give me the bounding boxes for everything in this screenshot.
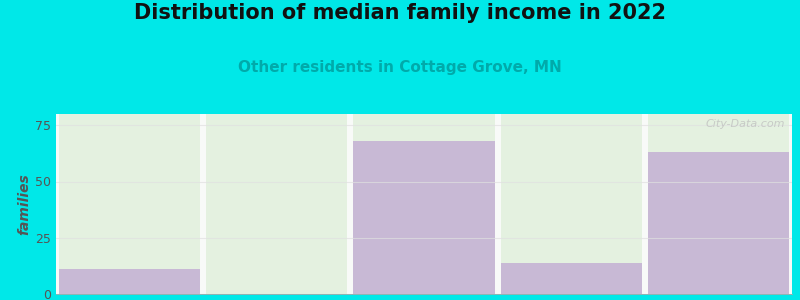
Y-axis label: families: families	[17, 173, 31, 235]
Bar	[501, 262, 642, 294]
Bar	[59, 114, 200, 294]
Bar	[648, 114, 789, 294]
Bar	[59, 269, 200, 294]
Bar	[354, 141, 494, 294]
Bar	[206, 114, 347, 294]
Text: Other residents in Cottage Grove, MN: Other residents in Cottage Grove, MN	[238, 60, 562, 75]
Text: City-Data.com: City-Data.com	[705, 119, 785, 129]
Text: Distribution of median family income in 2022: Distribution of median family income in …	[134, 3, 666, 23]
Bar	[354, 114, 494, 294]
Bar	[501, 114, 642, 294]
Bar	[648, 152, 789, 294]
